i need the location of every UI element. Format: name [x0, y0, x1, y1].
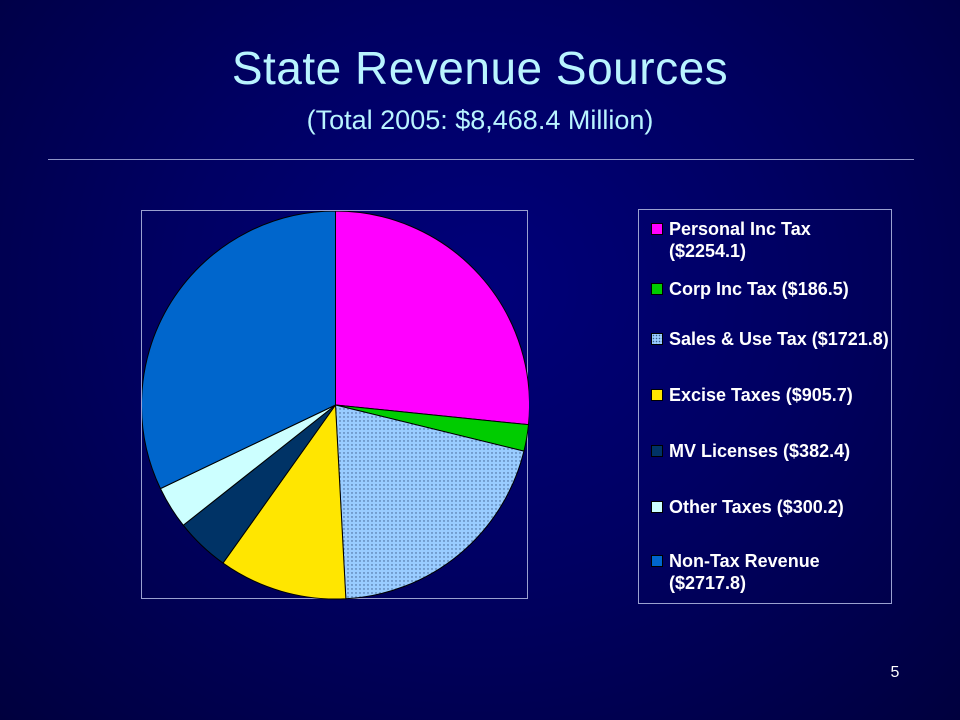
legend-swatch: [651, 501, 663, 513]
legend-swatch: [651, 333, 663, 345]
pie-slice: [334, 404, 525, 600]
legend-label: Sales & Use Tax ($1721.8): [669, 329, 889, 349]
legend-item: Sales & Use Tax ($1721.8): [651, 328, 891, 350]
legend-swatch: [651, 555, 663, 567]
legend-item: Non-Tax Revenue ($2717.8): [651, 550, 891, 594]
legend-item: Excise Taxes ($905.7): [651, 384, 891, 406]
legend-item: Corp Inc Tax ($186.5): [651, 278, 891, 300]
pie-chart: [142, 211, 529, 600]
legend-label: Corp Inc Tax ($186.5): [669, 279, 849, 299]
legend-label: Personal Inc Tax ($2254.1): [669, 219, 811, 261]
chart-legend: Personal Inc Tax ($2254.1) Corp Inc Tax (…: [638, 209, 892, 604]
legend-swatch: [651, 445, 663, 457]
slide-title: State Revenue Sources: [231, 42, 729, 94]
legend-swatch: [651, 283, 663, 295]
legend-item: Personal Inc Tax ($2254.1): [651, 218, 891, 262]
legend-label: MV Licenses ($382.4): [669, 441, 851, 461]
pie-slice: [142, 211, 336, 490]
pie-slice: [335, 211, 529, 426]
legend-label: Excise Taxes ($905.7): [669, 385, 853, 405]
legend-label: Other Taxes ($300.2): [669, 497, 844, 517]
pie-chart-area: [141, 210, 529, 600]
legend-item: Other Taxes ($300.2): [651, 496, 891, 518]
page-number: 5: [890, 664, 900, 681]
legend-swatch: [651, 389, 663, 401]
legend-label: Non-Tax Revenue ($2717.8): [669, 551, 820, 593]
slide-subtitle: (Total 2005: $8,468.4 Million): [306, 105, 654, 135]
legend-swatch: [651, 223, 663, 235]
pie-slice: [222, 403, 347, 600]
legend-item: MV Licenses ($382.4): [651, 440, 891, 462]
title-divider: [48, 159, 914, 160]
